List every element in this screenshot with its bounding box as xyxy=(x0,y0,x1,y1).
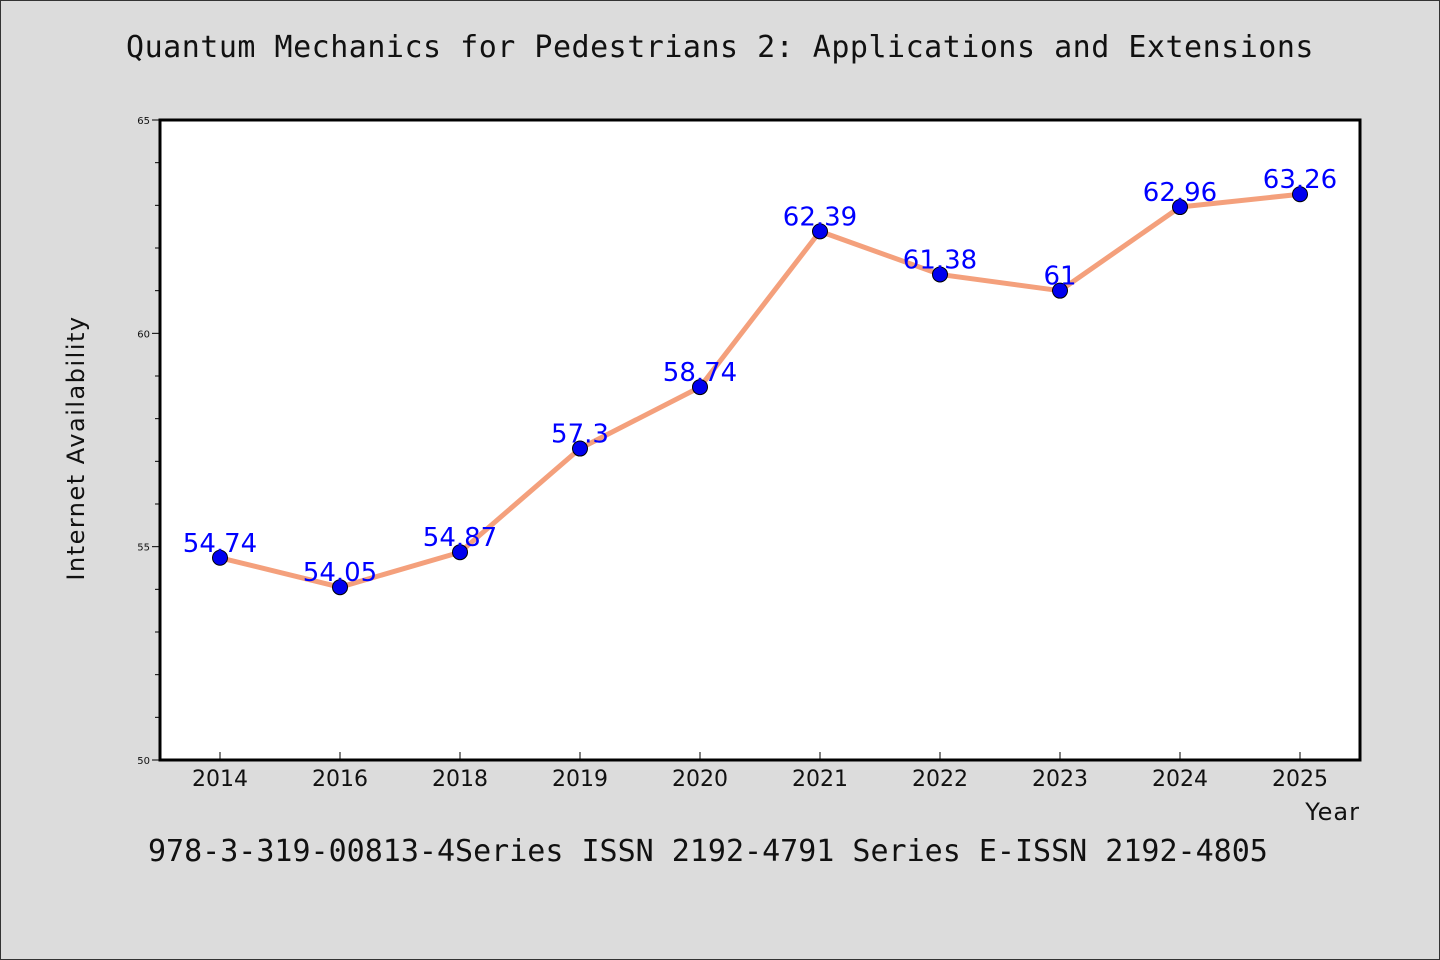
data-point xyxy=(212,549,228,566)
data-point xyxy=(1172,199,1188,216)
x-tick-label: 2025 xyxy=(1272,767,1328,792)
data-point xyxy=(932,266,948,283)
data-label: 54.05 xyxy=(303,558,377,588)
data-point xyxy=(1292,186,1308,203)
x-tick-label: 2021 xyxy=(792,767,848,792)
data-label: 54.87 xyxy=(423,523,497,553)
data-point xyxy=(692,379,708,396)
data-point xyxy=(572,440,588,457)
x-tick-label: 2024 xyxy=(1152,767,1208,792)
x-tick-label: 2020 xyxy=(672,767,728,792)
y-tick-label: 50 xyxy=(137,756,150,767)
data-label: 63.26 xyxy=(1263,165,1337,195)
y-axis-label: Internet Availability xyxy=(62,315,90,580)
x-tick-label: 2023 xyxy=(1032,767,1088,792)
plot-area xyxy=(158,118,1362,762)
chart-title: Quantum Mechanics for Pedestrians 2: App… xyxy=(126,30,1314,65)
data-label: 61.38 xyxy=(903,245,977,275)
data-point xyxy=(452,544,468,561)
data-point xyxy=(1052,282,1068,299)
data-label: 61 xyxy=(1043,262,1076,292)
x-tick-label: 2018 xyxy=(432,767,488,792)
y-tick-label: 65 xyxy=(137,116,150,127)
x-tick-label: 2022 xyxy=(912,767,968,792)
data-label: 54.74 xyxy=(183,529,257,559)
data-label: 62.96 xyxy=(1143,178,1217,208)
data-label: 57.3 xyxy=(551,420,609,450)
x-tick-label: 2016 xyxy=(312,767,368,792)
x-tick-label: 2014 xyxy=(192,767,248,792)
y-tick-label: 55 xyxy=(137,543,150,554)
data-label: 62.39 xyxy=(783,202,857,232)
x-axis-label: Year xyxy=(1304,798,1360,826)
y-tick-label: 60 xyxy=(137,329,150,340)
data-label: 58.74 xyxy=(663,358,737,388)
data-point xyxy=(812,223,828,240)
data-point xyxy=(332,579,348,596)
isbn-footer: 978-3-319-00813-4Series ISSN 2192-4791 S… xyxy=(148,834,1268,869)
series-line xyxy=(217,191,1303,590)
x-tick-label: 2019 xyxy=(552,767,608,792)
